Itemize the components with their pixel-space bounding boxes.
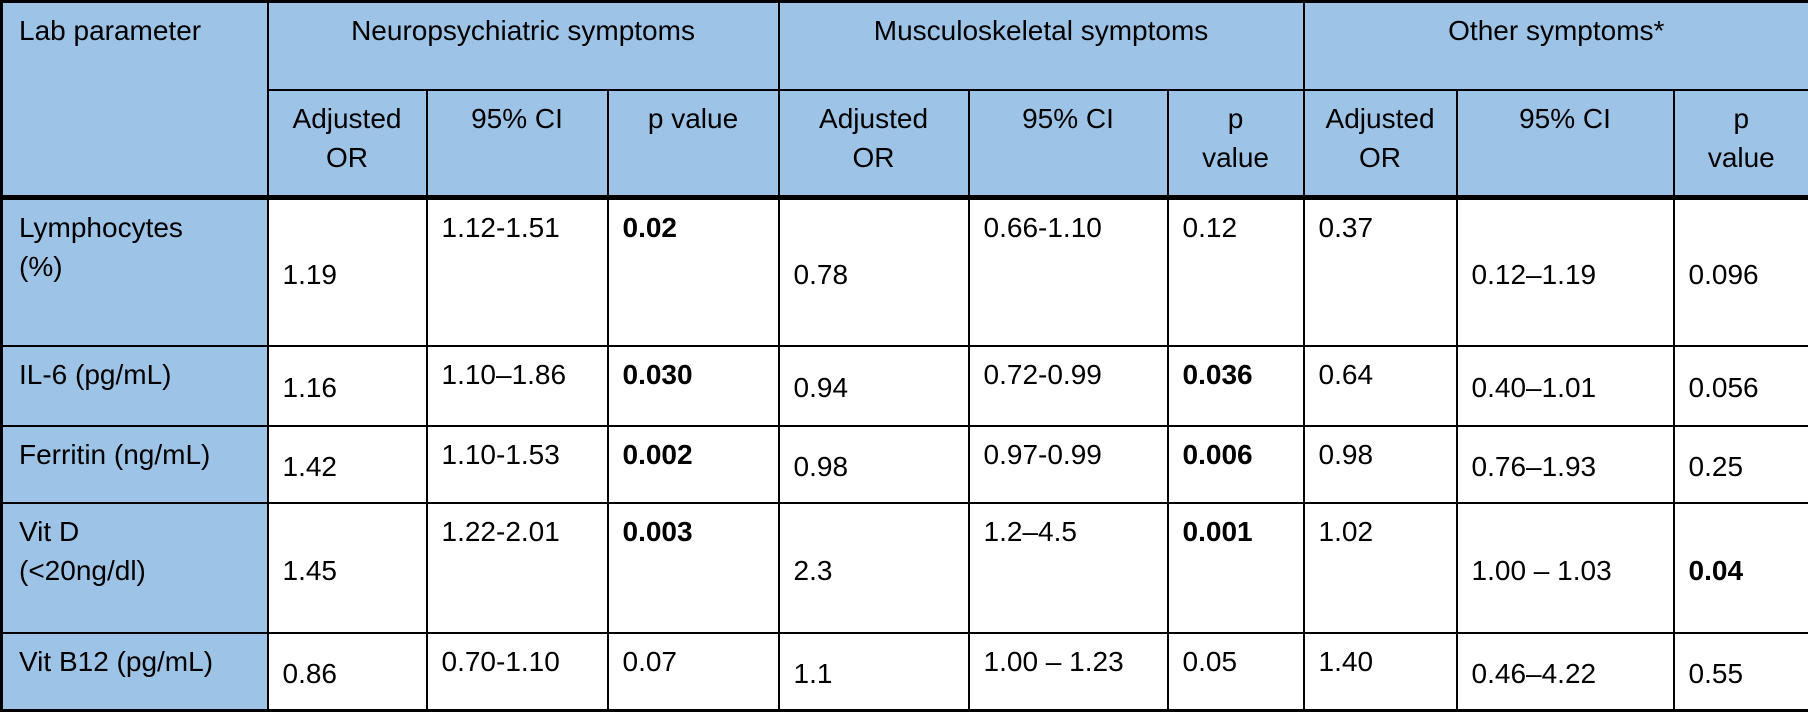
data-cell: 0.76–1.93 — [1455, 424, 1675, 505]
corner-header-lab-parameter: Lab parameter — [0, 0, 269, 200]
data-cell: 1.16 — [266, 344, 428, 427]
data-cell: 0.25 — [1672, 424, 1808, 505]
data-cell: 0.096 — [1672, 196, 1808, 347]
data-cell: 0.98 — [777, 424, 970, 505]
data-cell: 1.2–4.5 — [967, 502, 1169, 635]
data-cell: 1.1 — [777, 632, 970, 712]
table-row: IL-6 (pg/mL) 1.16 1.10–1.86 0.030 0.94 0.72-0… — [0, 344, 1808, 427]
col-header-musc-p-value: p value — [1166, 88, 1305, 200]
group-header-row: Lab parameter Neuropsychiatric symptoms … — [0, 0, 1808, 200]
data-cell: 0.05 — [1166, 632, 1305, 712]
data-cell: 2.3 — [777, 502, 970, 635]
data-cell: 1.00 – 1.03 — [1455, 502, 1675, 635]
data-cell: 1.10–1.86 — [425, 344, 609, 427]
table-header: Lab parameter Neuropsychiatric symptoms … — [0, 0, 1808, 200]
table-row: Ferritin (ng/mL) 1.42 1.10-1.53 0.002 0.98 0.… — [0, 424, 1808, 505]
group-header-other: Other symptoms* — [1302, 0, 1808, 91]
data-cell: 1.40 — [1302, 632, 1458, 712]
data-cell: 0.12 — [1166, 196, 1305, 347]
data-cell: 0.02 — [606, 196, 780, 347]
data-cell: 0.72-0.99 — [967, 344, 1169, 427]
data-cell: 1.22-2.01 — [425, 502, 609, 635]
data-cell: 0.006 — [1166, 424, 1305, 505]
data-cell: 0.97-0.99 — [967, 424, 1169, 505]
data-cell: 0.12–1.19 — [1455, 196, 1675, 347]
group-header-musculoskeletal: Musculoskeletal symptoms — [777, 0, 1305, 91]
data-cell: 1.00 – 1.23 — [967, 632, 1169, 712]
data-cell: 0.70-1.10 — [425, 632, 609, 712]
data-cell: 1.10-1.53 — [425, 424, 609, 505]
data-cell: 0.056 — [1672, 344, 1808, 427]
table-row: Vit D (<20ng/dl) 1.45 1.22-2.01 0.003 2.3 1.2… — [0, 502, 1808, 635]
data-cell: 0.030 — [606, 344, 780, 427]
data-cell: 1.19 — [266, 196, 428, 347]
col-header-neuro-p-value: p value — [606, 88, 780, 200]
data-cell: 0.37 — [1302, 196, 1458, 347]
data-cell: 0.001 — [1166, 502, 1305, 635]
data-cell: 1.45 — [266, 502, 428, 635]
data-cell: 0.64 — [1302, 344, 1458, 427]
col-header-other-p-value: p value — [1672, 88, 1808, 200]
data-cell: 0.003 — [606, 502, 780, 635]
data-cell: 0.46–4.22 — [1455, 632, 1675, 712]
sub-header-row: Adjusted OR 95% CI p value Adjusted OR 9… — [2, 88, 1808, 200]
data-cell: 0.55 — [1672, 632, 1808, 712]
table-row: Lymphocytes (%) 1.19 1.12-1.51 0.02 0.78 0.66… — [0, 196, 1808, 347]
row-header: Ferritin (ng/mL) — [0, 424, 269, 505]
row-header: Vit B12 (pg/mL) — [0, 632, 269, 712]
group-header-neuropsychiatric: Neuropsychiatric symptoms — [266, 0, 780, 91]
data-cell: 1.02 — [1302, 502, 1458, 635]
col-header-other-adjusted-or: Adjusted OR — [1302, 88, 1458, 200]
col-header-musc-adjusted-or: Adjusted OR — [777, 88, 970, 200]
col-header-neuro-ci: 95% CI — [425, 88, 609, 200]
table-body: Lymphocytes (%) 1.19 1.12-1.51 0.02 0.78 0.66… — [0, 196, 1808, 712]
data-cell: 0.86 — [266, 632, 428, 712]
col-header-other-ci: 95% CI — [1455, 88, 1675, 200]
row-header: Vit D (<20ng/dl) — [0, 502, 269, 635]
table-row: Vit B12 (pg/mL) 0.86 0.70-1.10 0.07 1.1 1.00 … — [0, 632, 1808, 712]
row-header: IL-6 (pg/mL) — [0, 344, 269, 427]
row-header: Lymphocytes (%) — [0, 196, 269, 347]
data-cell: 1.42 — [266, 424, 428, 505]
data-cell: 0.036 — [1166, 344, 1305, 427]
data-cell: 0.07 — [606, 632, 780, 712]
data-cell: 0.40–1.01 — [1455, 344, 1675, 427]
col-header-neuro-adjusted-or: Adjusted OR — [266, 88, 428, 200]
data-cell: 0.04 — [1672, 502, 1808, 635]
data-cell: 0.94 — [777, 344, 970, 427]
data-cell: 0.66-1.10 — [967, 196, 1169, 347]
data-cell: 0.002 — [606, 424, 780, 505]
data-cell: 0.78 — [777, 196, 970, 347]
data-cell: 0.98 — [1302, 424, 1458, 505]
col-header-musc-ci: 95% CI — [967, 88, 1169, 200]
data-cell: 1.12-1.51 — [425, 196, 609, 347]
